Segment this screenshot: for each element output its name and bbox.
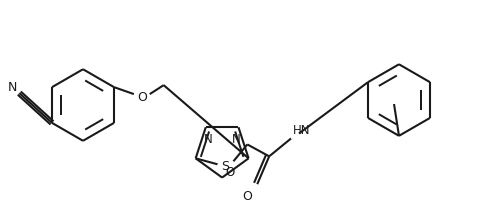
Text: N: N (232, 133, 241, 146)
Text: O: O (226, 166, 235, 179)
Text: S: S (221, 160, 229, 173)
Text: O: O (242, 190, 252, 203)
Text: O: O (137, 90, 147, 104)
Text: N: N (203, 133, 212, 146)
Text: HN: HN (293, 124, 310, 137)
Text: N: N (8, 81, 17, 94)
